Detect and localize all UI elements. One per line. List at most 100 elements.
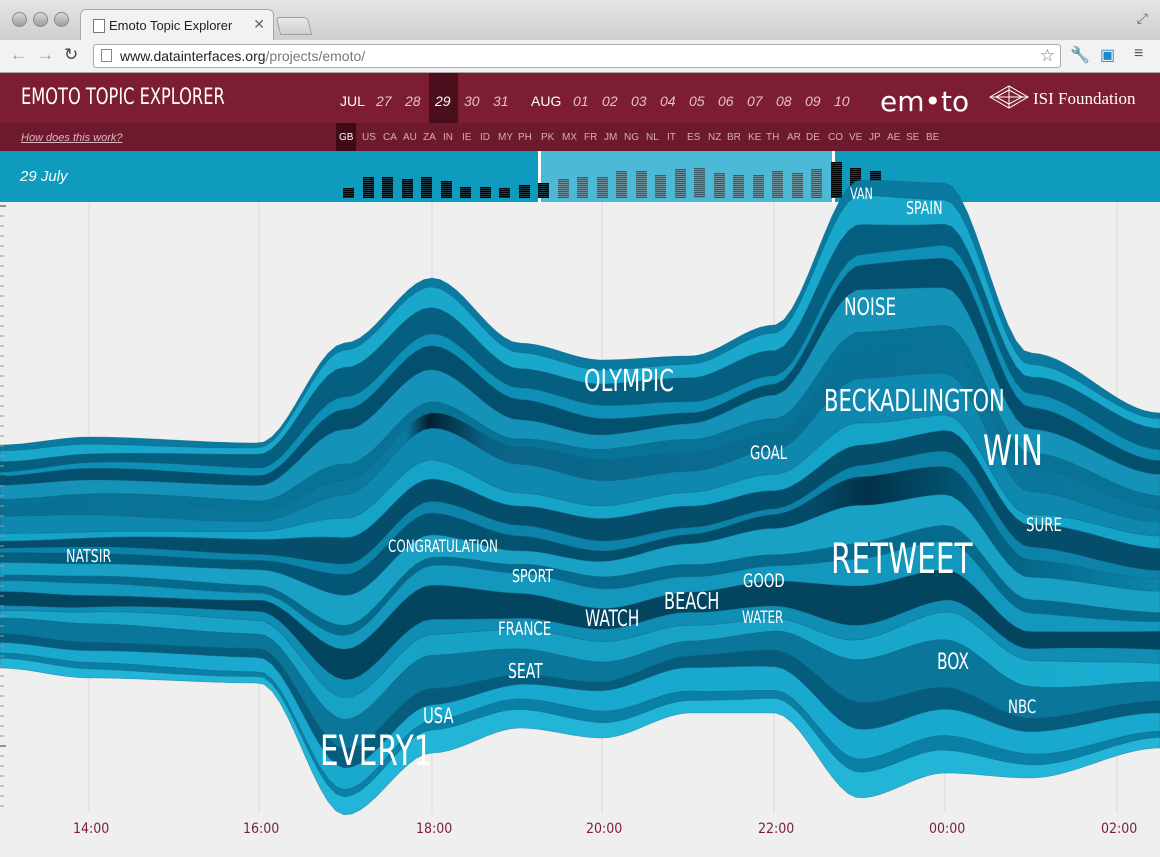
topic-label-nbc[interactable]: NBC [1008, 696, 1037, 718]
minimize-window-button[interactable] [33, 12, 48, 27]
country-be[interactable]: BE [926, 132, 940, 143]
day-aug-09[interactable]: 09 [805, 93, 821, 109]
topic-label-goal[interactable]: GOAL [750, 442, 788, 464]
window-controls [12, 12, 75, 32]
country-ie[interactable]: IE [462, 132, 472, 143]
topic-label-natsir[interactable]: NATSIR [66, 546, 112, 567]
country-br[interactable]: BR [727, 132, 741, 143]
topic-label-box[interactable]: BOX [937, 650, 969, 675]
address-bar[interactable]: www.datainterfaces.org/projects/emoto/ ☆ [93, 44, 1061, 68]
country-ve[interactable]: VE [849, 132, 863, 143]
country-ke[interactable]: KE [748, 132, 762, 143]
bookmark-star-icon[interactable]: ☆ [1039, 46, 1055, 65]
topic-label-beckadlington[interactable]: BECKADLINGTON [824, 384, 1005, 419]
country-mx[interactable]: MX [562, 132, 577, 143]
topic-stream[interactable] [0, 657, 1160, 816]
day-30[interactable]: 30 [464, 93, 480, 109]
activity-bar [421, 177, 432, 198]
country-nl[interactable]: NL [646, 132, 659, 143]
country-my[interactable]: MY [498, 132, 513, 143]
country-id[interactable]: ID [480, 132, 490, 143]
country-za[interactable]: ZA [423, 132, 436, 143]
day-aug-06[interactable]: 06 [718, 93, 734, 109]
topic-label-watch[interactable]: WATCH [585, 607, 640, 632]
country-fr[interactable]: FR [584, 132, 598, 143]
topic-label-france[interactable]: FRANCE [498, 618, 552, 640]
reload-icon[interactable]: ↻ [64, 45, 79, 64]
topic-label-every1[interactable]: EVERY1 [320, 726, 433, 775]
day-aug-07[interactable]: 07 [747, 93, 763, 109]
activity-bar [577, 177, 588, 198]
close-tab-icon[interactable]: ✕ [253, 16, 265, 32]
topic-label-retweet[interactable]: RETWEET [831, 534, 973, 583]
country-us[interactable]: US [362, 132, 376, 143]
topic-label-sure[interactable]: SURE [1026, 514, 1062, 536]
menu-icon[interactable]: ≡ [1134, 45, 1144, 62]
new-tab-button[interactable] [275, 17, 313, 35]
country-pk[interactable]: PK [541, 132, 555, 143]
back-icon[interactable]: ← [10, 45, 27, 64]
activity-bar [518, 185, 530, 198]
topic-label-noise[interactable]: NOISE [844, 293, 897, 321]
time-tick-label: 20:00 [586, 821, 623, 837]
activity-bar [616, 171, 627, 198]
topic-label-usa[interactable]: USA [423, 704, 454, 728]
country-ca[interactable]: CA [383, 132, 397, 143]
country-in[interactable]: IN [443, 132, 453, 143]
zoom-window-button[interactable] [54, 12, 69, 27]
cast-icon[interactable]: ▣ [1100, 47, 1116, 64]
time-tick-label: 22:00 [758, 821, 795, 837]
topic-label-water[interactable]: WATER [742, 608, 784, 628]
month-aug[interactable]: AUG [531, 93, 562, 109]
day-aug-01[interactable]: 01 [573, 93, 589, 109]
day-aug-05[interactable]: 05 [689, 93, 705, 109]
tab-title: Emoto Topic Explorer [109, 18, 233, 33]
country-ae[interactable]: AE [887, 132, 901, 143]
day-aug-03[interactable]: 03 [631, 93, 647, 109]
topic-streams[interactable] [0, 179, 1160, 816]
isi-foundation-logo: ISI Foundation [1033, 89, 1136, 108]
forward-icon[interactable]: → [37, 45, 54, 64]
streamgraph[interactable] [0, 73, 1160, 857]
country-au[interactable]: AU [403, 132, 417, 143]
country-jm[interactable]: JM [604, 132, 618, 143]
day-aug-10[interactable]: 10 [834, 93, 850, 109]
browser-tab[interactable]: Emoto Topic Explorer ✕ [80, 9, 274, 41]
country-ph[interactable]: PH [518, 132, 532, 143]
country-es[interactable]: ES [687, 132, 701, 143]
how-does-this-work-link[interactable]: How does this work? [21, 132, 123, 144]
day-29[interactable]: 29 [435, 93, 451, 109]
topic-label-van[interactable]: VAN [850, 184, 873, 203]
topic-label-seat[interactable]: SEAT [508, 659, 543, 683]
topic-label-win[interactable]: WIN [983, 426, 1043, 475]
country-nz[interactable]: NZ [708, 132, 722, 143]
time-tick-label: 14:00 [73, 821, 110, 837]
topic-label-congratulation[interactable]: CONGRATULATION [388, 537, 498, 557]
country-gb[interactable]: GB [339, 132, 354, 143]
country-co[interactable]: CO [828, 132, 843, 143]
country-it[interactable]: IT [667, 132, 676, 143]
topic-label-sport[interactable]: SPORT [512, 566, 554, 587]
day-aug-08[interactable]: 08 [776, 93, 792, 109]
topic-label-beach[interactable]: BEACH [664, 589, 720, 615]
country-th[interactable]: TH [766, 132, 780, 143]
close-window-button[interactable] [12, 12, 27, 27]
day-27[interactable]: 27 [376, 93, 392, 109]
topic-label-spain[interactable]: SPAIN [906, 198, 943, 219]
month-jul[interactable]: JUL [340, 93, 365, 109]
browser-toolbar: ← → ↻ www.datainterfaces.org/projects/em… [0, 40, 1160, 73]
activity-bar [635, 171, 647, 198]
topic-label-good[interactable]: GOOD [743, 570, 785, 592]
country-jp[interactable]: JP [869, 132, 881, 143]
day-31[interactable]: 31 [493, 93, 509, 109]
day-aug-02[interactable]: 02 [602, 93, 618, 109]
country-ar[interactable]: AR [787, 132, 801, 143]
country-ng[interactable]: NG [624, 132, 639, 143]
wrench-icon[interactable]: 🔧 [1070, 47, 1090, 64]
fullscreen-icon[interactable]: ⤢ [1136, 10, 1148, 26]
country-se[interactable]: SE [906, 132, 920, 143]
country-de[interactable]: DE [806, 132, 820, 143]
day-28[interactable]: 28 [405, 93, 421, 109]
topic-label-olympic[interactable]: OLYMPIC [584, 364, 674, 399]
day-aug-04[interactable]: 04 [660, 93, 676, 109]
